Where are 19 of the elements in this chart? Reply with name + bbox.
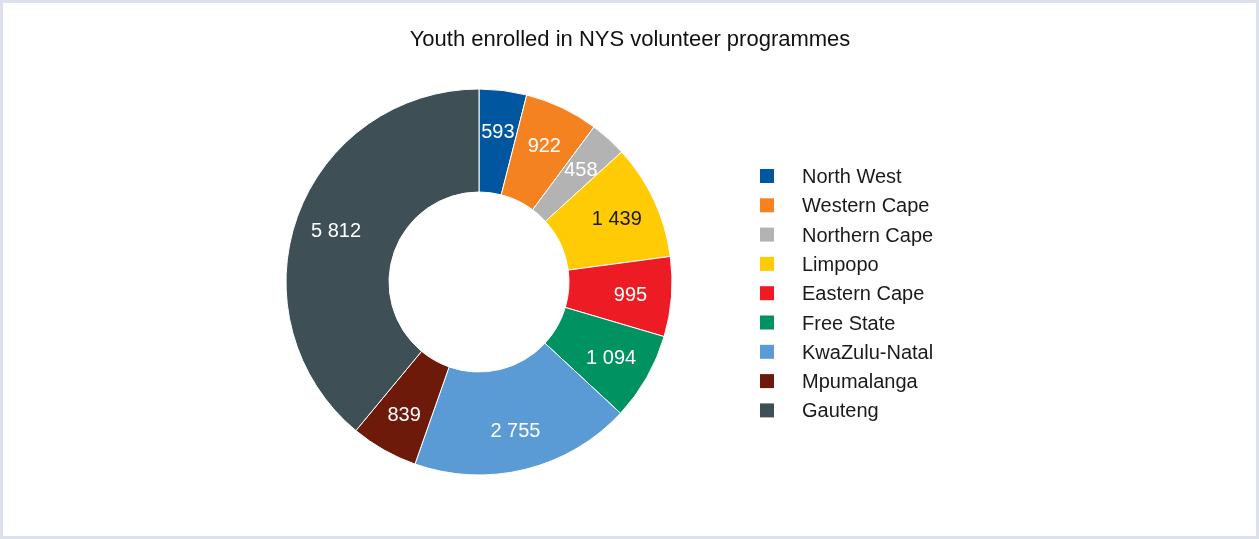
- data-label: 1 439: [591, 206, 642, 229]
- legend-label: Limpopo: [802, 252, 879, 275]
- legend-label: Eastern Cape: [802, 282, 925, 305]
- legend-label: KwaZulu-Natal: [802, 340, 934, 363]
- data-label: 593: [481, 120, 515, 143]
- data-label: 2 755: [490, 418, 541, 441]
- data-label: 5 812: [310, 219, 362, 242]
- data-label: 1 094: [586, 346, 637, 369]
- legend-label: North West: [802, 165, 903, 187]
- legend-label: Western Cape: [802, 194, 930, 217]
- legend-label: Northern Cape: [802, 223, 934, 246]
- legend-label: Gauteng: [802, 399, 879, 422]
- data-label: 839: [387, 403, 421, 426]
- data-label: 458: [564, 158, 598, 181]
- legend-label: Mpumalanga: [802, 370, 919, 393]
- chart-title: Youth enrolled in NYS volunteer programmes: [409, 26, 851, 51]
- data-label: 922: [527, 133, 562, 156]
- data-label: 995: [613, 282, 648, 305]
- legend-label: Free State: [802, 311, 896, 334]
